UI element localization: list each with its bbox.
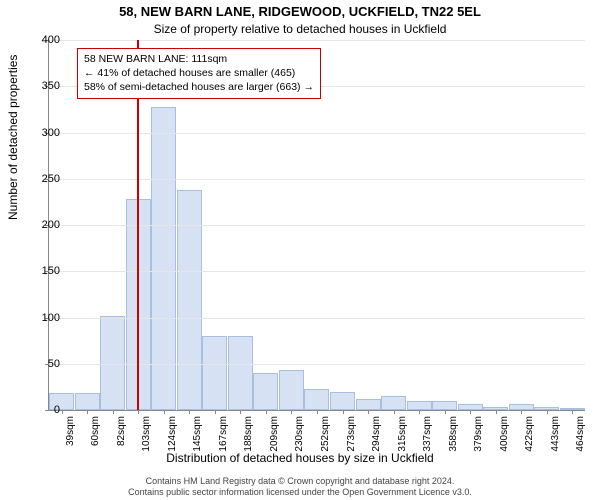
x-axis-label: Distribution of detached houses by size …: [0, 451, 600, 465]
histogram-bar: [381, 396, 406, 410]
ytick-label: 100: [32, 312, 60, 324]
xtick-mark: [445, 410, 446, 414]
xtick-mark: [572, 410, 573, 414]
xtick-mark: [240, 410, 241, 414]
histogram-bar: [304, 389, 329, 410]
chart-title-sub: Size of property relative to detached ho…: [0, 22, 600, 36]
xtick-mark: [496, 410, 497, 414]
footer-line1: Contains HM Land Registry data © Crown c…: [0, 476, 600, 487]
histogram-bar: [75, 393, 100, 410]
annotation-line3: 58% of semi-detached houses are larger (…: [84, 80, 314, 94]
ytick-label: 350: [32, 80, 60, 92]
gridline: [49, 40, 585, 41]
histogram-bar: [279, 370, 304, 410]
ytick-label: 300: [32, 127, 60, 139]
xtick-mark: [87, 410, 88, 414]
xtick-mark: [368, 410, 369, 414]
histogram-bar: [253, 373, 278, 410]
xtick-mark: [419, 410, 420, 414]
ytick-label: 0: [32, 404, 60, 416]
y-axis-label: Number of detached properties: [6, 55, 20, 220]
xtick-mark: [138, 410, 139, 414]
xtick-mark: [62, 410, 63, 414]
footer-attribution: Contains HM Land Registry data © Crown c…: [0, 476, 600, 499]
annotation-line2: ← 41% of detached houses are smaller (46…: [84, 66, 314, 80]
xtick-mark: [113, 410, 114, 414]
plot-area: 39sqm60sqm82sqm103sqm124sqm145sqm167sqm1…: [48, 40, 585, 411]
ytick-label: 400: [32, 34, 60, 46]
gridline: [49, 318, 585, 319]
xtick-mark: [215, 410, 216, 414]
ytick-label: 250: [32, 173, 60, 185]
xtick-mark: [394, 410, 395, 414]
chart-title-main: 58, NEW BARN LANE, RIDGEWOOD, UCKFIELD, …: [0, 4, 600, 19]
xtick-mark: [266, 410, 267, 414]
annotation-line1: 58 NEW BARN LANE: 111sqm: [84, 52, 314, 66]
gridline: [49, 364, 585, 365]
xtick-mark: [521, 410, 522, 414]
ytick-label: 50: [32, 358, 60, 370]
xtick-mark: [291, 410, 292, 414]
xtick-mark: [470, 410, 471, 414]
gridline: [49, 133, 585, 134]
histogram-bar: [356, 399, 381, 410]
histogram-bar: [228, 336, 253, 410]
histogram-bar: [202, 336, 227, 410]
histogram-bar: [177, 190, 202, 410]
xtick-mark: [164, 410, 165, 414]
xtick-mark: [189, 410, 190, 414]
xtick-mark: [343, 410, 344, 414]
gridline: [49, 179, 585, 180]
gridline: [49, 225, 585, 226]
footer-line2: Contains public sector information licen…: [0, 487, 600, 498]
xtick-mark: [317, 410, 318, 414]
gridline: [49, 271, 585, 272]
xtick-mark: [547, 410, 548, 414]
histogram-bar: [330, 392, 355, 411]
ytick-label: 150: [32, 265, 60, 277]
annotation-box: 58 NEW BARN LANE: 111sqm← 41% of detache…: [77, 48, 321, 99]
histogram-bar: [407, 401, 432, 410]
histogram-bar: [432, 401, 457, 410]
ytick-label: 200: [32, 219, 60, 231]
